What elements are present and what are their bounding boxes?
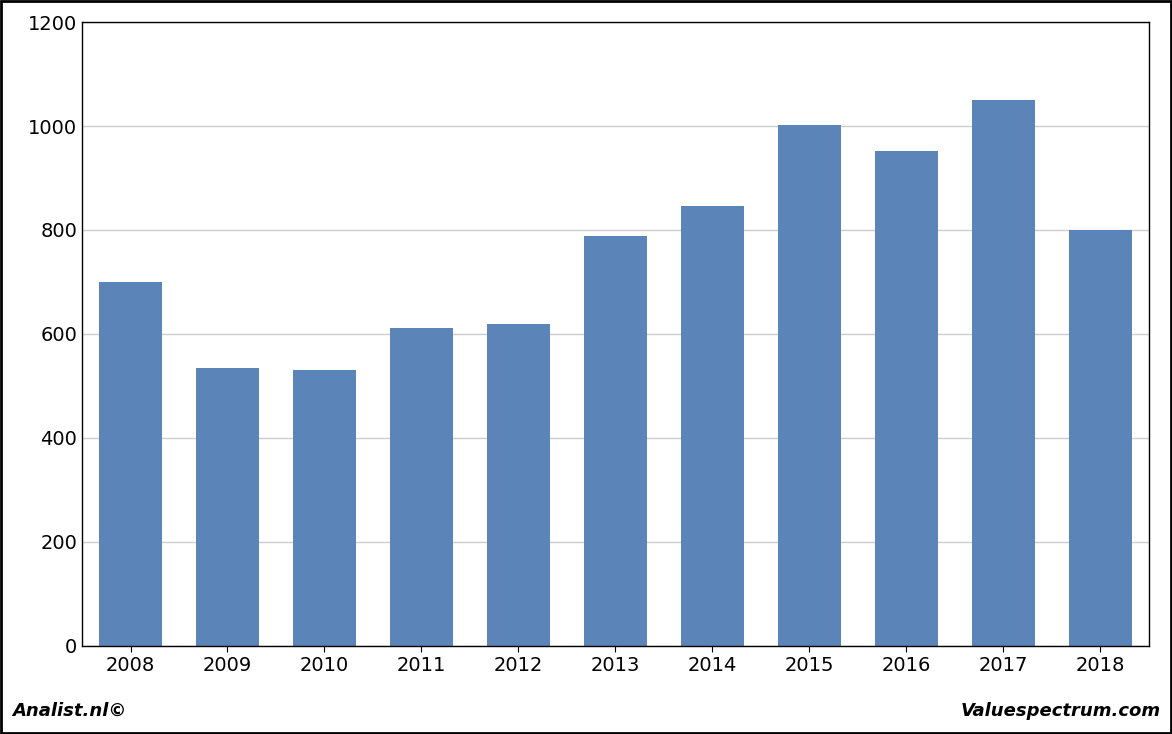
- Bar: [98, 282, 162, 646]
- Bar: [874, 151, 938, 646]
- Bar: [390, 327, 452, 646]
- Bar: [681, 206, 744, 646]
- Bar: [196, 368, 259, 646]
- Bar: [584, 236, 647, 646]
- Bar: [1069, 230, 1132, 646]
- Bar: [486, 324, 550, 646]
- Bar: [293, 371, 356, 646]
- Bar: [778, 125, 840, 646]
- Bar: [972, 100, 1035, 646]
- Text: Valuespectrum.com: Valuespectrum.com: [960, 702, 1160, 720]
- Text: Analist.nl©: Analist.nl©: [12, 702, 127, 720]
